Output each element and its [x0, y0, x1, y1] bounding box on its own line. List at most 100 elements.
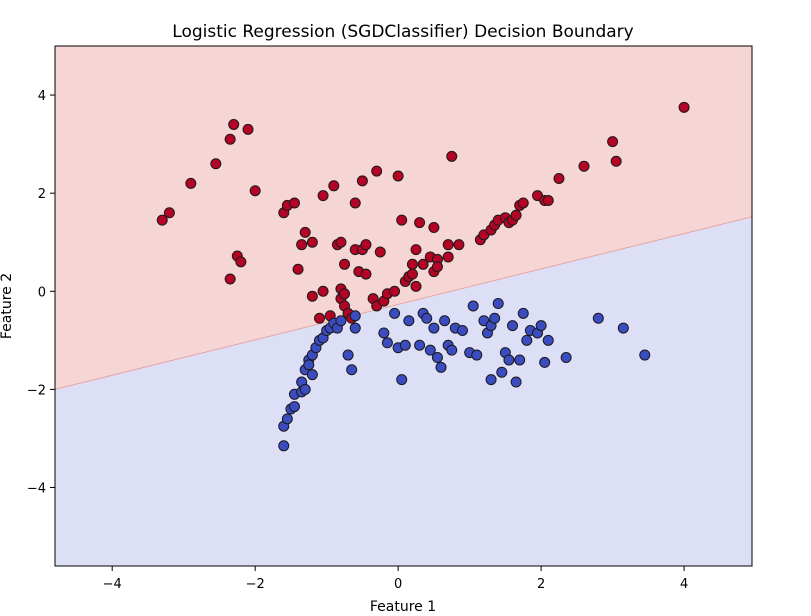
data-point-class-1	[349, 197, 361, 209]
data-point-class-1	[374, 246, 386, 258]
chart-title: Logistic Regression (SGDClassifier) Deci…	[172, 22, 633, 42]
scatter-points	[156, 101, 690, 452]
data-point-class-0	[503, 354, 515, 366]
x-tick-label: 0	[394, 577, 402, 592]
data-point-class-0	[303, 359, 315, 371]
plot-frame	[54, 45, 753, 567]
data-point-class-0	[467, 300, 479, 312]
data-point-class-0	[535, 320, 547, 332]
data-point-class-1	[339, 258, 351, 270]
data-point-class-1	[410, 280, 422, 292]
data-point-class-0	[485, 374, 497, 386]
data-point-class-1	[578, 160, 590, 172]
data-point-class-0	[435, 361, 447, 373]
data-point-class-1	[607, 136, 619, 148]
data-point-class-0	[617, 322, 629, 334]
data-point-class-1	[410, 244, 422, 256]
data-point-class-0	[381, 337, 393, 349]
x-tick-label: −2	[246, 577, 265, 592]
data-point-class-0	[456, 325, 468, 337]
data-point-class-0	[399, 339, 411, 351]
decision-boundary-line	[55, 216, 752, 390]
data-point-class-1	[185, 177, 197, 189]
data-point-class-0	[439, 315, 451, 327]
data-point-class-0	[446, 344, 458, 356]
x-axis: −4 −2 0 2 4	[103, 566, 688, 592]
y-axis: −4 −2 0 2 4	[27, 89, 55, 497]
data-point-class-1	[249, 185, 261, 197]
y-tick-label: −2	[27, 383, 46, 398]
data-point-class-1	[396, 214, 408, 226]
data-point-class-1	[406, 268, 418, 280]
data-point-class-1	[542, 195, 554, 207]
data-point-class-1	[299, 226, 311, 238]
data-point-class-0	[378, 327, 390, 339]
data-point-class-1	[228, 118, 240, 130]
data-point-class-0	[496, 366, 508, 378]
data-point-class-0	[592, 312, 604, 324]
data-point-class-1	[406, 258, 418, 270]
data-point-class-1	[306, 236, 318, 248]
data-point-class-0	[539, 356, 551, 368]
data-point-class-1	[317, 190, 329, 202]
data-point-class-0	[428, 322, 440, 334]
data-point-class-1	[678, 101, 690, 113]
data-point-class-0	[403, 315, 415, 327]
data-point-class-1	[442, 239, 454, 251]
y-tick-label: 0	[38, 285, 46, 300]
data-point-class-0	[521, 334, 533, 346]
data-point-class-1	[428, 222, 440, 234]
data-point-class-0	[288, 401, 300, 413]
data-point-class-0	[431, 352, 443, 364]
data-point-class-0	[507, 320, 519, 332]
data-point-class-1	[510, 209, 522, 221]
data-point-class-0	[335, 315, 347, 327]
y-axis-label: Feature 2	[0, 273, 15, 339]
data-point-class-0	[414, 339, 426, 351]
data-point-class-1	[610, 155, 622, 167]
data-point-class-1	[242, 123, 254, 135]
data-point-class-0	[281, 413, 293, 425]
data-point-class-0	[492, 298, 504, 310]
data-point-class-1	[446, 150, 458, 162]
data-point-class-1	[163, 207, 175, 219]
data-point-class-1	[392, 170, 404, 182]
data-point-class-0	[299, 383, 311, 395]
y-tick-label: −4	[27, 482, 46, 497]
class-0-region	[55, 216, 752, 566]
data-point-class-0	[471, 349, 483, 361]
data-point-class-1	[360, 268, 372, 280]
data-point-class-1	[517, 197, 529, 209]
data-point-class-0	[639, 349, 651, 361]
data-point-class-1	[335, 236, 347, 248]
data-point-class-1	[156, 214, 168, 226]
data-point-class-0	[424, 344, 436, 356]
decision-regions	[55, 46, 752, 566]
data-point-class-0	[396, 374, 408, 386]
data-point-class-1	[210, 158, 222, 170]
data-point-class-1	[224, 133, 236, 145]
data-point-class-0	[278, 440, 290, 452]
data-point-class-0	[489, 312, 501, 324]
data-point-class-0	[346, 364, 358, 376]
data-point-class-1	[296, 239, 308, 251]
data-point-class-1	[339, 288, 351, 300]
data-point-class-0	[560, 352, 572, 364]
data-point-class-1	[306, 290, 318, 302]
data-point-class-0	[542, 334, 554, 346]
data-point-class-1	[356, 175, 368, 187]
data-point-class-1	[389, 285, 401, 297]
x-tick-label: −4	[103, 577, 122, 592]
data-point-class-0	[389, 307, 401, 319]
data-point-class-1	[235, 256, 247, 268]
x-axis-label: Feature 1	[370, 599, 436, 615]
y-tick-label: 4	[38, 89, 46, 104]
y-tick-label: 2	[38, 187, 46, 202]
data-point-class-1	[431, 261, 443, 273]
data-point-class-1	[328, 180, 340, 192]
data-point-class-1	[553, 172, 565, 184]
data-point-class-1	[224, 273, 236, 285]
data-point-class-0	[514, 354, 526, 366]
data-point-class-1	[371, 165, 383, 177]
